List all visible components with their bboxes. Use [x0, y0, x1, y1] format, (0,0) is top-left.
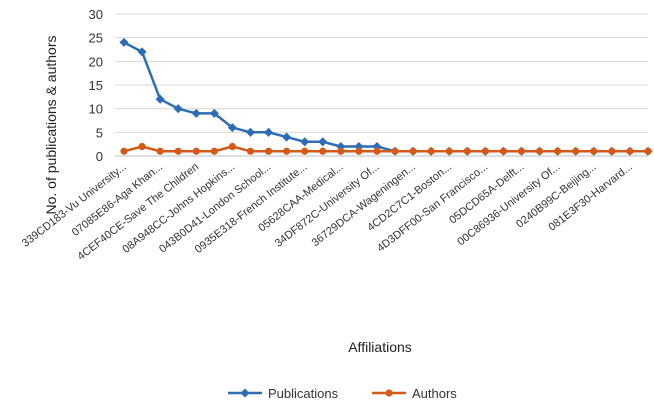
- data-point-authors: [246, 147, 255, 155]
- data-point-authors: [156, 147, 164, 155]
- data-point-authors: [301, 147, 309, 155]
- legend-label: Authors: [412, 386, 457, 401]
- data-point-authors: [391, 147, 399, 155]
- series-publications: [119, 37, 653, 156]
- data-point-publications: [191, 108, 201, 118]
- data-point-publications: [137, 47, 147, 57]
- data-point-authors: [319, 147, 327, 155]
- y-axis-title: No. of publications & authors: [43, 36, 59, 215]
- data-point-authors: [210, 147, 218, 155]
- data-point-publications: [119, 37, 129, 47]
- y-tick-labels: 0 5 10 15 20 25 30: [89, 7, 103, 164]
- legend: Publications Authors: [228, 386, 457, 401]
- series-authors: [120, 142, 652, 155]
- data-point-authors: [120, 147, 128, 155]
- data-point-authors: [264, 147, 273, 155]
- data-point-publications: [282, 132, 292, 142]
- x-tick-labels: 339CD183-Vu University...07085E86-Aga Kh…: [20, 161, 635, 263]
- data-point-authors: [445, 147, 453, 155]
- legend-item-authors: Authors: [372, 386, 457, 401]
- data-point-publications: [173, 104, 183, 114]
- y-tick-label: 25: [89, 31, 103, 46]
- data-point-authors: [409, 147, 417, 155]
- data-point-authors: [463, 147, 471, 155]
- data-point-publications: [227, 123, 237, 133]
- gridlines: [115, 13, 648, 133]
- data-point-publications: [155, 94, 165, 104]
- y-tick-label: 5: [96, 125, 103, 140]
- data-point-authors: [572, 147, 580, 155]
- data-point-authors: [535, 147, 544, 155]
- data-point-authors: [355, 147, 363, 155]
- legend-item-publications: Publications: [228, 386, 339, 401]
- legend-marker: [240, 388, 250, 398]
- data-point-authors: [644, 147, 652, 155]
- data-point-authors: [499, 147, 508, 155]
- data-point-publications: [318, 137, 328, 147]
- data-point-publications: [300, 137, 310, 147]
- series-group: [119, 37, 653, 156]
- data-point-authors: [174, 147, 182, 155]
- data-point-authors: [337, 147, 345, 155]
- y-tick-label: 30: [89, 7, 103, 22]
- data-point-authors: [608, 147, 616, 155]
- data-point-publications: [264, 127, 274, 137]
- data-point-authors: [138, 142, 146, 151]
- data-point-authors: [373, 147, 381, 155]
- legend-label: Publications: [268, 386, 339, 401]
- data-point-publications: [245, 127, 256, 137]
- y-tick-label: 0: [96, 149, 103, 164]
- data-point-authors: [481, 147, 489, 155]
- data-point-authors: [427, 147, 435, 155]
- data-point-authors: [228, 142, 237, 151]
- x-axis-title: Affiliations: [348, 339, 412, 355]
- series-line-publications: [123, 41, 648, 153]
- data-point-authors: [517, 147, 526, 155]
- data-point-authors: [554, 147, 562, 155]
- y-tick-label: 20: [89, 54, 103, 69]
- data-point-authors: [192, 147, 200, 155]
- data-point-authors: [283, 147, 291, 155]
- y-tick-label: 15: [89, 78, 103, 93]
- data-point-authors: [590, 147, 598, 155]
- data-point-authors: [626, 147, 634, 155]
- y-tick-label: 10: [89, 102, 103, 117]
- legend-marker: [385, 389, 393, 397]
